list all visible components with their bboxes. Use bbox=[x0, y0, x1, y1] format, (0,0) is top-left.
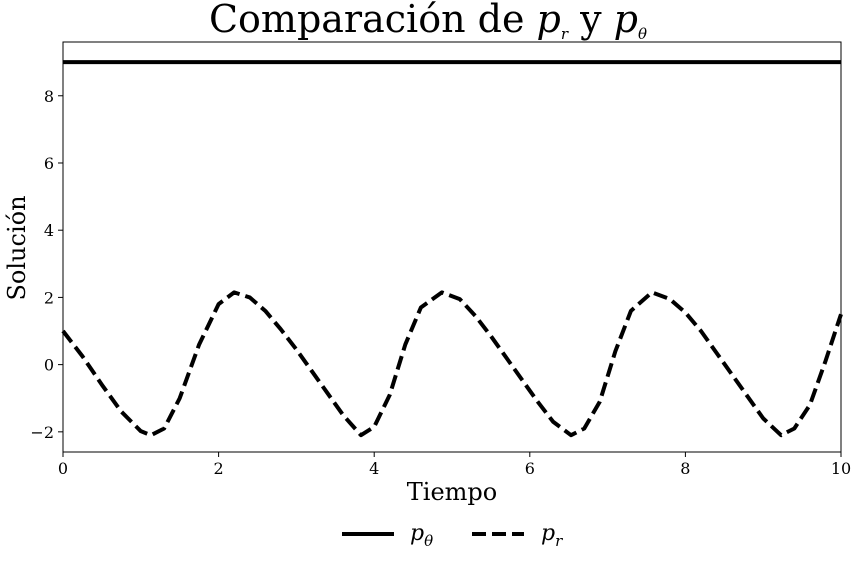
title-var2: p bbox=[614, 0, 638, 41]
plot-area bbox=[63, 42, 841, 452]
legend-p-r-sub: r bbox=[555, 532, 563, 550]
x-tick-label: 8 bbox=[680, 459, 690, 478]
x-axis-ticks: 0 2 4 6 8 10 bbox=[58, 452, 851, 478]
y-axis-label: Solución bbox=[3, 195, 31, 300]
title-prefix: Comparación de bbox=[209, 0, 537, 41]
title-var2-sub: θ bbox=[638, 25, 647, 43]
y-axis-ticks: −2 0 2 4 6 8 bbox=[30, 87, 63, 442]
legend-label-p-r: pr bbox=[541, 521, 563, 550]
title-middle: y bbox=[568, 0, 614, 41]
x-tick-label: 6 bbox=[525, 459, 535, 478]
x-tick-label: 10 bbox=[831, 459, 851, 478]
series-group bbox=[63, 62, 841, 435]
title-var1: p bbox=[537, 0, 561, 41]
series-line-p-r bbox=[63, 292, 841, 435]
y-tick-label: 6 bbox=[44, 154, 54, 173]
chart-title: Comparación de pr y pθ bbox=[209, 0, 647, 43]
legend-p-theta-sub: θ bbox=[424, 532, 433, 550]
legend-p-theta-name: p bbox=[410, 521, 424, 546]
legend: pθ pr bbox=[342, 521, 563, 550]
y-tick-label: 4 bbox=[44, 221, 54, 240]
y-tick-label: 8 bbox=[44, 87, 54, 106]
legend-p-r-name: p bbox=[541, 521, 555, 546]
legend-label-p-theta: pθ bbox=[410, 521, 433, 550]
x-tick-label: 0 bbox=[58, 459, 68, 478]
plot-frame bbox=[63, 42, 841, 452]
x-tick-label: 2 bbox=[214, 459, 224, 478]
y-tick-label: 2 bbox=[44, 288, 54, 307]
x-axis-label: Tiempo bbox=[407, 478, 497, 506]
x-tick-label: 4 bbox=[369, 459, 379, 478]
y-tick-label: −2 bbox=[30, 423, 54, 442]
y-tick-label: 0 bbox=[44, 356, 54, 375]
